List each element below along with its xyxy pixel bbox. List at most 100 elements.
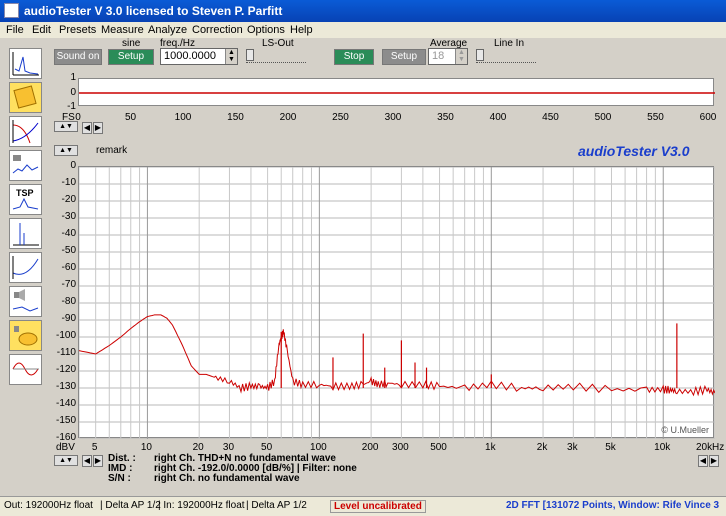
x-tick-label: 50 [261,442,273,453]
filter-curves-tool-icon[interactable] [9,116,42,147]
sine-tool-icon[interactable] [9,354,42,385]
spectrum-trace [78,314,716,397]
time-plot[interactable] [78,78,715,106]
status-level: Level uncalibrated [330,500,426,513]
y-tick-label: -140 [55,398,76,409]
time-x-tick-label: 450 [542,112,559,123]
imd-label: IMD : [108,463,133,474]
status-in: | In: 192000Hz float [158,500,245,511]
sn-value: right Ch. no fundamental wave [154,473,300,484]
y-tick-label: -130 [55,381,76,392]
setup-analyzer-button[interactable]: Setup [382,49,426,65]
y-tick-label: 0 [70,160,76,171]
ls-out-label: LS-Out [262,38,294,49]
time-x-tick-label: 400 [489,112,507,123]
x-unit-label: Hz [712,442,725,453]
average-input[interactable]: 18 ▲ ▼ [428,48,468,65]
signal-type-label: sine [122,38,141,49]
line-in-slider[interactable] [476,49,536,63]
tsp-tool-icon[interactable]: TSP [9,184,42,215]
stop-button[interactable]: Stop [334,49,374,65]
x-tick-label: 10 [140,442,152,453]
line-in-slider-knob[interactable] [476,49,484,61]
y-tick-label: -30 [61,211,76,222]
average-value: 18 [432,50,445,62]
time-scroll-left-icon[interactable]: ◀ [82,122,92,134]
right-scroll-right-icon[interactable]: ▶ [709,455,719,467]
status-fft: 2D FFT [131072 Points, Window: Rife Vinc… [506,500,720,511]
time-scroll-right-icon[interactable]: ▶ [93,122,103,134]
imd-value: right Ch. -192.0/0.0000 [dB/%] | Filter:… [154,463,357,474]
time-x-prefix: FS [62,112,75,123]
frequency-label: freq./Hz [160,38,196,49]
y-tick-label: -110 [56,347,76,358]
app-icon [4,3,19,18]
sound-on-button[interactable]: Sound on [54,49,102,65]
spectrum-tool-icon[interactable] [9,150,42,181]
menu-correction[interactable]: Correction [192,24,243,36]
x-tick-label: 100 [310,442,327,453]
average-label: Average [430,38,468,49]
time-y-label-0: 0 [70,87,76,98]
status-delta-in: | Delta AP 1/2 [246,500,307,511]
menu-help[interactable]: Help [290,24,313,36]
remark-label: remark [96,145,128,156]
brand-text: audioTester V3.0 [578,143,690,159]
spectrum-plot[interactable]: © U.Mueller [78,166,716,440]
x-tick-label: 5k [605,442,616,453]
time-x-tick-label: 250 [332,112,349,123]
title-bar: audioTester V 3.0 licensed to Steven P. … [0,0,726,22]
time-x-tick-label: 0 [75,112,81,123]
spectrum-zoom-button[interactable]: ▲▼ [54,145,78,156]
y-tick-label: -100 [55,330,76,341]
x-tick-label: 3k [567,442,578,453]
time-x-tick-label: 550 [647,112,664,123]
menu-analyze[interactable]: Analyze [148,24,188,36]
frequency-value: 1000.0000 [164,50,216,62]
spectrum-header: ▲▼ remark audioTester V3.0 [48,140,726,160]
y-tick-label: -20 [61,194,76,205]
setup-generator-button[interactable]: Setup [108,49,154,65]
ls-out-slider[interactable] [246,49,306,63]
x-tick-label: 500 [430,442,447,453]
response-tool-icon[interactable] [9,252,42,283]
y-tick-label: -60 [61,262,76,273]
speaker-tool-icon[interactable] [9,286,42,317]
time-x-tick-label: 200 [279,112,297,123]
ls-out-slider-knob[interactable] [246,49,254,61]
speaker-network-tool-icon[interactable] [9,320,42,351]
y-tick-label: -90 [61,313,76,324]
x-tick-label: 30 [222,442,235,453]
time-x-tick-label: 100 [174,112,192,123]
menu-presets[interactable]: Presets [59,24,97,36]
dist-label: Dist. : [108,453,136,464]
y-tick-label: -70 [61,279,76,290]
readout-zoom-button[interactable]: ▲▼ [54,455,78,466]
frequency-spinner-icon[interactable]: ▲ ▼ [225,49,237,64]
x-tick-label: 5 [91,442,98,453]
time-y-label-minus1: -1 [67,101,76,112]
time-x-tick-label: 350 [437,112,454,123]
x-tick-label: 10k [654,442,671,453]
spectrum-scroll-left-icon[interactable]: ◀ [82,455,92,467]
time-zoom-button[interactable]: ▲▼ [54,121,78,132]
time-x-tick-label: 600 [699,112,717,123]
average-spinner-icon[interactable]: ▲ ▼ [455,49,467,64]
x-tick-label: 1k [485,442,496,453]
menu-measure[interactable]: Measure [101,24,144,36]
menu-edit[interactable]: Edit [32,24,51,36]
x-tick-label: 20 [192,442,204,453]
notepad-tool-icon[interactable] [9,82,42,113]
toolbar: sine freq./Hz LS-Out Average Line In Sou… [48,38,726,68]
y-tick-label: -120 [55,364,76,375]
frequency-input[interactable]: 1000.0000 ▲ ▼ [160,48,238,65]
spectrum-scroll-right-icon[interactable]: ▶ [93,455,103,467]
watermark: © U.Mueller [661,425,709,435]
impulse-tool-icon[interactable] [9,218,42,249]
sn-label: S/N : [108,473,131,484]
menu-options[interactable]: Options [247,24,285,36]
scope-tool-icon[interactable] [9,48,42,79]
menu-file[interactable]: File [6,24,24,36]
y-tick-label: -10 [61,177,76,188]
right-scroll-left-icon[interactable]: ◀ [698,455,708,467]
